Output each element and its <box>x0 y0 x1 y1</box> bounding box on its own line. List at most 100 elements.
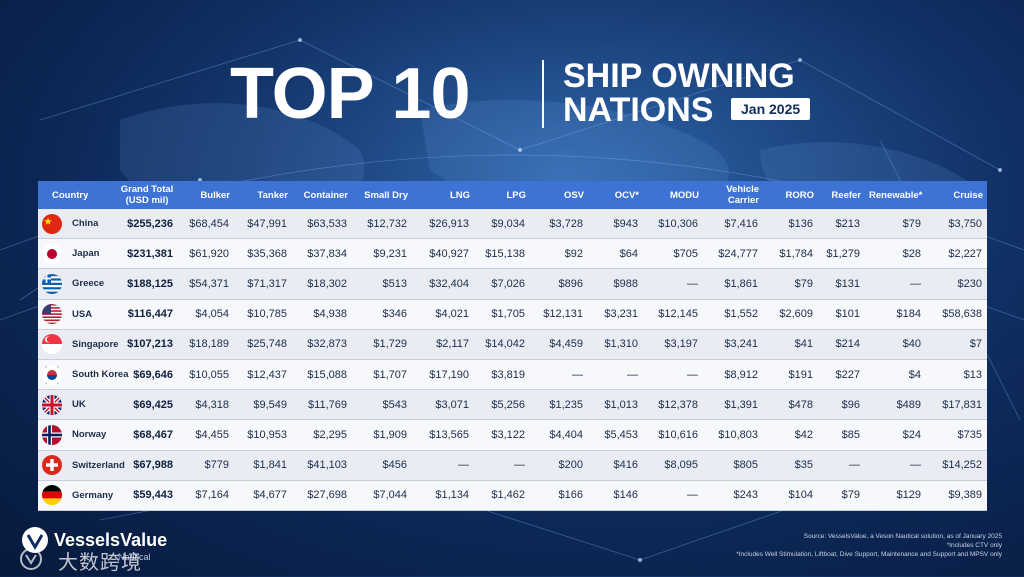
ship-owning-nations-table: Country Grand Total (USD mil) Bulker Tanker C… <box>38 181 987 511</box>
cell-cruise: $58,638 <box>926 299 987 330</box>
usa-flag-icon <box>42 304 62 325</box>
cell-lng: $26,913 <box>412 209 474 240</box>
column-header-renewable: Renewable* <box>865 181 926 209</box>
cell-renewable: $40 <box>865 329 926 360</box>
cell-tanker: $71,317 <box>234 268 292 300</box>
cell-modu: $10,616 <box>643 419 703 451</box>
cell-cruise: $7 <box>926 329 987 360</box>
watermark-text: 大数跨境 <box>58 550 142 574</box>
cell-osv: — <box>530 359 588 391</box>
table-row-singapore: Singapore $107,213 $18,189 $25,748 $32,873 $1… <box>38 329 987 360</box>
column-header-container: Container <box>292 181 352 209</box>
cell-grand-total-usd-mil: $59,443 <box>116 480 178 511</box>
table-body: China $255,236 $68,454 $47,991 $63,533 $12,73… <box>38 209 987 511</box>
column-header-vehicle-carrier: Vehicle Carrier <box>703 181 763 209</box>
column-header-bulker: Bulker <box>178 181 234 209</box>
cell-container: $18,302 <box>292 268 352 300</box>
cell-small-dry: $456 <box>352 450 412 481</box>
cell-lpg: $9,034 <box>474 209 530 240</box>
cell-cruise: $17,831 <box>926 389 987 421</box>
cell-vehicle-carrier: $3,241 <box>703 329 763 360</box>
column-header-text: Bulker <box>200 189 230 201</box>
cell-bulker: $54,371 <box>178 268 234 300</box>
table-row-norway: Norway $68,467 $4,455 $10,953 $2,295 $1,909 $1… <box>38 419 987 451</box>
cell-ocv: $416 <box>588 450 643 481</box>
cell-lng: $32,404 <box>412 268 474 300</box>
country-name: USA <box>72 308 93 320</box>
cell-container: $32,873 <box>292 329 352 360</box>
cell-roro: $79 <box>763 268 818 300</box>
cell-grand-total-usd-mil: $255,236 <box>116 209 178 240</box>
cell-osv: $896 <box>530 268 588 300</box>
country-cell: Singapore <box>38 329 118 360</box>
cell-bulker: $4,318 <box>178 389 234 421</box>
cell-ocv: $3,231 <box>588 299 643 330</box>
table-row-germany: Germany $59,443 $7,164 $4,677 $27,698 $7,044 $… <box>38 480 987 511</box>
cell-lpg: $3,122 <box>474 419 530 451</box>
cell-grand-total-usd-mil: $67,988 <box>116 450 178 481</box>
country-name: Japan <box>72 248 100 260</box>
cell-modu: — <box>643 359 703 391</box>
country-cell: Switzerland <box>38 450 125 481</box>
cell-cruise: $230 <box>926 268 987 300</box>
column-header-text: Reefer <box>831 189 861 201</box>
table-row-uk: UK $69,425 $4,318 $9,549 $11,769 $543 $3,071 $5… <box>38 389 987 421</box>
country-name: Norway <box>72 429 107 441</box>
country-name: UK <box>72 399 86 411</box>
footnote-ocv: *Includes Well Stimulation, Liftboat, Di… <box>736 551 1002 558</box>
cell-bulker: $61,920 <box>178 238 234 270</box>
country-name: South Korea <box>72 369 129 381</box>
singapore-flag-icon <box>42 334 62 355</box>
column-header-country: Country <box>38 181 116 209</box>
cell-osv: $4,404 <box>530 419 588 451</box>
logo-text: VesselsValue <box>54 530 168 550</box>
cell-container: $27,698 <box>292 480 352 511</box>
cell-tanker: $12,437 <box>234 359 292 391</box>
cell-bulker: $779 <box>178 450 234 481</box>
column-header-text: Renewable* <box>869 189 923 201</box>
cell-cruise: $2,227 <box>926 238 987 270</box>
cell-reefer: $96 <box>818 389 865 421</box>
cell-ocv: $988 <box>588 268 643 300</box>
cell-grand-total-usd-mil: $188,125 <box>116 268 178 300</box>
cell-ocv: — <box>588 359 643 391</box>
footnote-source: Source: VesselsValue, a Veson Nautical s… <box>803 533 1002 540</box>
cell-tanker: $1,841 <box>234 450 292 481</box>
column-header-text: LPG <box>506 189 526 201</box>
south-korea-flag-icon <box>42 364 62 385</box>
cell-roro: $104 <box>763 480 818 511</box>
cell-roro: $1,784 <box>763 238 818 270</box>
cell-bulker: $7,164 <box>178 480 234 511</box>
cell-small-dry: $9,231 <box>352 238 412 270</box>
cell-modu: $12,378 <box>643 389 703 421</box>
cell-container: $41,103 <box>292 450 352 481</box>
greece-flag-icon <box>42 273 62 294</box>
cell-modu: — <box>643 480 703 511</box>
cell-vehicle-carrier: $1,552 <box>703 299 763 330</box>
table-row-usa: USA $116,447 $4,054 $10,785 $4,938 $346 $4,021… <box>38 299 987 330</box>
cell-bulker: $4,455 <box>178 419 234 451</box>
cell-lpg: $14,042 <box>474 329 530 360</box>
cell-roro: $41 <box>763 329 818 360</box>
cell-reefer: $214 <box>818 329 865 360</box>
table-header-row: Country Grand Total (USD mil) Bulker Tanker C… <box>38 181 987 209</box>
column-header-text: Carrier <box>727 195 759 206</box>
column-header-text: Country <box>52 189 89 201</box>
cell-renewable: — <box>865 268 926 300</box>
cell-cruise: $735 <box>926 419 987 451</box>
country-cell: Greece <box>38 268 116 300</box>
column-header-text: OSV <box>563 189 584 201</box>
cell-grand-total-usd-mil: $68,467 <box>116 419 178 451</box>
cell-small-dry: $7,044 <box>352 480 412 511</box>
table-row-japan: Japan $231,381 $61,920 $35,368 $37,834 $9,231… <box>38 238 987 270</box>
cell-roro: $2,609 <box>763 299 818 330</box>
cell-osv: $3,728 <box>530 209 588 240</box>
cell-container: $2,295 <box>292 419 352 451</box>
cell-bulker: $18,189 <box>178 329 234 360</box>
cell-modu: $10,306 <box>643 209 703 240</box>
uk-flag-icon <box>42 394 62 415</box>
column-header-grand-total-usd-mil: Grand Total (USD mil) <box>116 181 178 209</box>
cell-container: $15,088 <box>292 359 352 391</box>
column-header-text: OCV* <box>614 189 639 201</box>
column-header-text: Cruise <box>953 189 983 201</box>
